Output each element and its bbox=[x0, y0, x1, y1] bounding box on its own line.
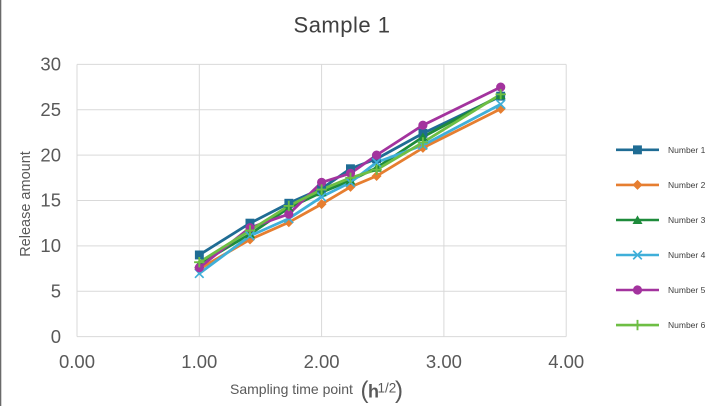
svg-text:2.00: 2.00 bbox=[304, 351, 340, 372]
svg-text:Number 5: Number 5 bbox=[668, 285, 706, 295]
svg-text:Number 3: Number 3 bbox=[668, 215, 706, 225]
svg-text:30: 30 bbox=[40, 54, 61, 75]
svg-text:Sample 1: Sample 1 bbox=[294, 12, 391, 37]
svg-text:Number 6: Number 6 bbox=[668, 320, 706, 330]
svg-text:25: 25 bbox=[40, 99, 61, 120]
svg-text:20: 20 bbox=[40, 144, 61, 165]
svg-text:3.00: 3.00 bbox=[426, 351, 462, 372]
svg-text:Number 4: Number 4 bbox=[668, 250, 706, 260]
svg-text:0.00: 0.00 bbox=[59, 351, 95, 372]
svg-text:15: 15 bbox=[40, 190, 61, 211]
svg-text:Number 2: Number 2 bbox=[668, 180, 706, 190]
svg-text:10: 10 bbox=[40, 235, 61, 256]
svg-text:5: 5 bbox=[51, 280, 61, 301]
svg-text:Number 1: Number 1 bbox=[668, 145, 706, 155]
svg-text:Release amount: Release amount bbox=[18, 151, 34, 257]
svg-text:4.00: 4.00 bbox=[548, 351, 584, 372]
svg-text:1.00: 1.00 bbox=[181, 351, 217, 372]
svg-text:Sampling time point(h1/2): Sampling time point (h1/2) bbox=[230, 377, 403, 404]
svg-text:0: 0 bbox=[51, 326, 61, 347]
